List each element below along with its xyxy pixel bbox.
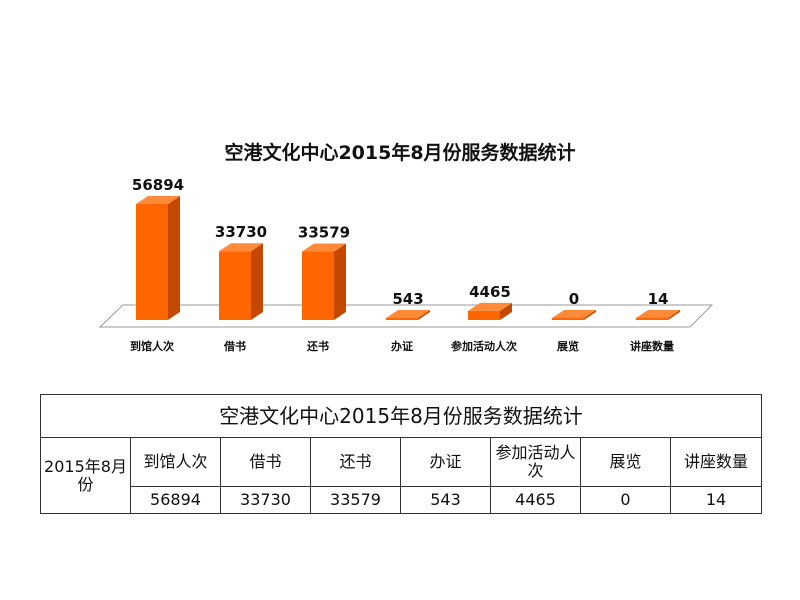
bar-side [418, 310, 430, 320]
data-label: 543 [392, 290, 423, 308]
bar-top [136, 196, 180, 204]
data-label: 33579 [298, 224, 350, 242]
bar-top [552, 310, 596, 318]
col-header: 还书 [310, 437, 401, 487]
bar-side [668, 310, 680, 320]
data-label: 0 [569, 290, 579, 308]
bar [302, 251, 334, 320]
bar-chart: 空港文化中心2015年8月份服务数据统计 56894 到馆人次 33730 借书 335… [98, 142, 714, 353]
category-label: 还书 [306, 339, 329, 353]
bar-top [219, 243, 263, 252]
table-cell: 0 [580, 486, 671, 514]
chart-title: 空港文化中心2015年8月份服务数据统计 [224, 142, 576, 164]
bar [136, 204, 168, 320]
bar-top [468, 302, 512, 311]
bar [636, 318, 668, 320]
bar-top [302, 243, 346, 252]
bar-top [636, 310, 680, 318]
bar [386, 318, 418, 320]
col-header: 参加活动人次 [490, 437, 581, 487]
category-label: 借书 [223, 339, 246, 353]
data-label: 14 [648, 290, 669, 308]
category-label: 到馆人次 [130, 339, 174, 353]
bar-side [500, 302, 512, 320]
table-cell: 4465 [490, 486, 581, 514]
category-label: 办证 [391, 339, 413, 353]
data-label: 56894 [132, 176, 184, 194]
bar-side [334, 243, 346, 320]
col-header: 到馆人次 [130, 437, 221, 487]
data-table: 空港文化中心2015年8月份服务数据统计 2015年8月份 到馆人次 借书 还书… [40, 394, 762, 514]
category-label: 参加活动人次 [451, 339, 517, 353]
bar [219, 251, 251, 320]
category-label: 展览 [556, 339, 579, 353]
col-header: 办证 [400, 437, 491, 487]
row-header: 2015年8月份 [40, 437, 131, 514]
bar-side [584, 310, 596, 320]
category-label: 讲座数量 [630, 339, 674, 353]
col-header: 讲座数量 [670, 437, 762, 487]
table-cell: 56894 [130, 486, 221, 514]
data-label: 4465 [469, 283, 511, 301]
table-cell: 33579 [310, 486, 401, 514]
col-header: 借书 [220, 437, 311, 487]
bar-side [168, 196, 180, 320]
bar [552, 318, 584, 320]
table-cell: 33730 [220, 486, 311, 514]
table-cell: 543 [400, 486, 491, 514]
table-title: 空港文化中心2015年8月份服务数据统计 [40, 394, 762, 438]
data-label: 33730 [215, 223, 267, 241]
chart-canvas: 56894 到馆人次 33730 借书 33579 还书 543 办证 4465 参加活动人次 0 展… [98, 176, 714, 353]
table-cell: 14 [670, 486, 762, 514]
bar [468, 310, 500, 320]
bar-top [386, 310, 430, 318]
bar-side [251, 243, 263, 320]
col-header: 展览 [580, 437, 671, 487]
